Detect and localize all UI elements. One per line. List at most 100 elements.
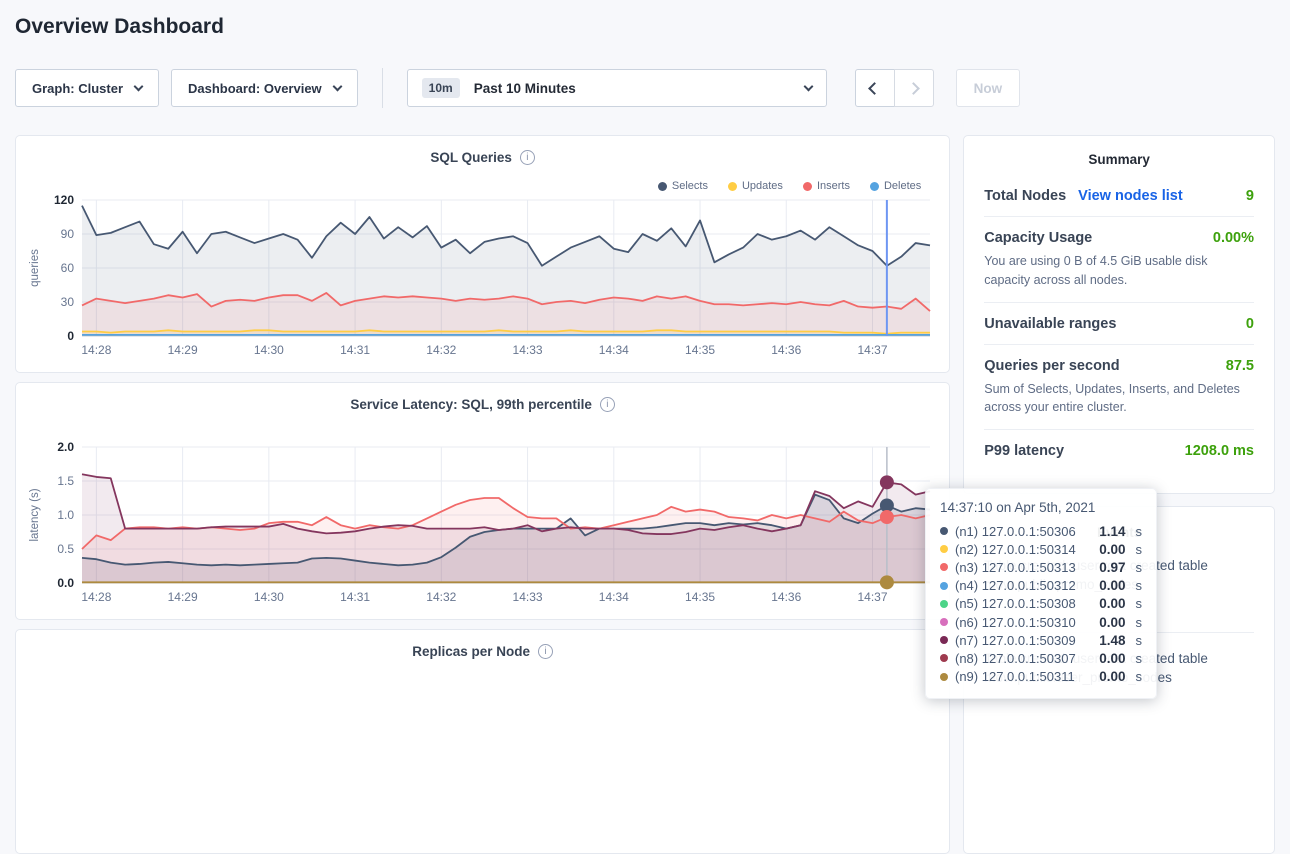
series-dot: [940, 545, 948, 554]
svg-text:14:30: 14:30: [254, 590, 284, 604]
svg-text:14:36: 14:36: [771, 590, 801, 604]
svg-text:30: 30: [61, 295, 75, 309]
summary-row-queries-per-second: Queries per second 87.5 Sum of Selects, …: [984, 345, 1254, 430]
graph-dropdown-label: Graph: Cluster: [32, 80, 124, 96]
tooltip-row: (n6) 127.0.0.1:50310 0.00 s: [940, 613, 1142, 631]
info-icon[interactable]: [599, 397, 615, 412]
summary-label: Queries per second: [984, 357, 1120, 374]
svg-text:1.0: 1.0: [57, 508, 74, 522]
svg-text:14:34: 14:34: [599, 590, 629, 604]
time-nav-buttons: [854, 69, 934, 107]
svg-text:0.0: 0.0: [57, 576, 74, 590]
previous-time-button[interactable]: [854, 69, 895, 107]
svg-text:14:37: 14:37: [857, 343, 887, 357]
svg-text:14:32: 14:32: [426, 590, 456, 604]
svg-text:14:34: 14:34: [599, 343, 629, 357]
summary-row-p99-latency: P99 latency 1208.0 ms: [984, 430, 1254, 471]
tooltip-row: (n3) 127.0.0.1:50313 0.97 s: [940, 558, 1142, 576]
summary-label: Unavailable ranges: [984, 315, 1117, 332]
tooltip-row: (n7) 127.0.0.1:50309 1.48 s: [940, 631, 1142, 649]
summary-value: 9: [1245, 188, 1254, 204]
legend-dot: [802, 181, 812, 191]
next-time-button[interactable]: [893, 69, 934, 107]
svg-text:14:33: 14:33: [513, 343, 543, 357]
chart-title-row: SQL Queries: [16, 136, 949, 165]
svg-text:14:36: 14:36: [771, 343, 801, 357]
summary-value: 0.00%: [1212, 230, 1254, 246]
sql-queries-card: SQL Queries Selects Updates Inserts Deletes…: [15, 135, 951, 373]
series-dot: [940, 563, 948, 572]
dashboard-dropdown-label: Dashboard: Overview: [188, 80, 322, 96]
summary-desc: Sum of Selects, Updates, Inserts, and De…: [984, 381, 1240, 415]
summary-title: Summary: [1088, 152, 1150, 167]
legend-item: Deletes: [869, 180, 921, 192]
tooltip-row: (n1) 127.0.0.1:50306 1.14 s: [940, 522, 1142, 540]
legend-item: Inserts: [802, 180, 850, 192]
summary-panel: Summary Total Nodes View nodes list 9 Ca…: [963, 135, 1275, 494]
svg-text:0.5: 0.5: [57, 542, 74, 556]
legend-item: Selects: [657, 180, 708, 192]
overview-dashboard-page: Overview Dashboard Graph: Cluster Dashbo…: [0, 13, 1290, 854]
legend-dot: [869, 181, 879, 191]
summary-row-unavailable-ranges: Unavailable ranges 0: [984, 303, 1254, 345]
svg-text:14:35: 14:35: [685, 590, 715, 604]
svg-text:14:29: 14:29: [168, 590, 198, 604]
series-dot: [940, 581, 948, 590]
svg-text:queries: queries: [29, 249, 41, 287]
legend-dot: [657, 181, 667, 191]
svg-text:latency (s): latency (s): [29, 488, 41, 541]
chevron-down-icon: [332, 81, 343, 92]
svg-text:0: 0: [67, 329, 74, 343]
toolbar: Graph: Cluster Dashboard: Overview 10m P…: [15, 68, 1275, 108]
svg-text:14:33: 14:33: [513, 590, 543, 604]
svg-text:1.5: 1.5: [57, 474, 74, 488]
time-range-badge: 10m: [421, 78, 460, 98]
tooltip-row: (n9) 127.0.0.1:50311 0.00 s: [940, 668, 1142, 686]
service-latency-title: Service Latency: SQL, 99th percentile: [350, 397, 592, 412]
dashboard-dropdown[interactable]: Dashboard: Overview: [171, 69, 358, 107]
info-icon[interactable]: [519, 150, 535, 165]
summary-value: 87.5: [1225, 357, 1254, 374]
summary-label: Total Nodes: [984, 188, 1067, 204]
toolbar-divider: [381, 68, 383, 108]
legend-dot: [727, 181, 737, 191]
summary-value: 1208.0 ms: [1184, 443, 1254, 459]
sql-queries-legend: Selects Updates Inserts Deletes: [657, 180, 921, 192]
summary-desc: You are using 0 B of 4.5 GiB usable disk…: [984, 254, 1208, 287]
view-nodes-list-link[interactable]: View nodes list: [1078, 188, 1183, 204]
chevron-left-icon: [868, 81, 882, 95]
info-icon[interactable]: [538, 644, 554, 659]
svg-text:14:37: 14:37: [857, 590, 887, 604]
replicas-per-node-title: Replicas per Node: [412, 644, 531, 659]
svg-text:60: 60: [61, 261, 75, 275]
latency-chart-tooltip: 14:37:10 on Apr 5th, 2021 (n1) 127.0.0.1…: [925, 488, 1157, 699]
graph-dropdown[interactable]: Graph: Cluster: [15, 69, 160, 107]
svg-text:14:35: 14:35: [685, 343, 715, 357]
svg-text:14:29: 14:29: [168, 343, 198, 357]
tooltip-row: (n4) 127.0.0.1:50312 0.00 s: [940, 577, 1142, 595]
time-range-dropdown[interactable]: 10m Past 10 Minutes: [406, 69, 827, 107]
summary-row-capacity-usage: Capacity Usage 0.00% You are using 0 B o…: [984, 217, 1254, 303]
chevron-down-icon: [133, 81, 144, 92]
tooltip-row: (n8) 127.0.0.1:50307 0.00 s: [940, 649, 1142, 667]
svg-text:14:32: 14:32: [426, 343, 456, 357]
tooltip-timestamp: 14:37:10 on Apr 5th, 2021: [940, 500, 1096, 515]
chart-title-row: Replicas per Node: [16, 630, 949, 659]
sql-queries-chart[interactable]: 0 30 60 90 120 14:28 14:29 14:30 14:31 14:32 14:33…: [24, 192, 944, 369]
series-dot: [940, 618, 948, 627]
service-latency-chart[interactable]: 0.0 0.5 1.0 1.5 2.0 14:28 14:29 14:30 14:31 14:32…: [24, 439, 944, 616]
svg-text:14:28: 14:28: [81, 343, 111, 357]
summary-label: Capacity Usage: [984, 230, 1093, 246]
now-button[interactable]: Now: [955, 69, 1021, 107]
svg-text:120: 120: [54, 193, 74, 207]
page-title: Overview Dashboard: [15, 15, 224, 38]
svg-text:14:28: 14:28: [81, 590, 111, 604]
replicas-per-node-card: Replicas per Node: [15, 629, 951, 854]
tooltip-row: (n5) 127.0.0.1:50308 0.00 s: [940, 595, 1142, 613]
charts-column: SQL Queries Selects Updates Inserts Deletes…: [15, 135, 951, 854]
summary-row-total-nodes: Total Nodes View nodes list 9: [984, 175, 1254, 217]
service-latency-card: Service Latency: SQL, 99th percentile 0.…: [15, 382, 951, 620]
svg-text:14:31: 14:31: [340, 590, 370, 604]
series-dot: [940, 599, 948, 608]
chart-title-row: Service Latency: SQL, 99th percentile: [16, 383, 949, 412]
